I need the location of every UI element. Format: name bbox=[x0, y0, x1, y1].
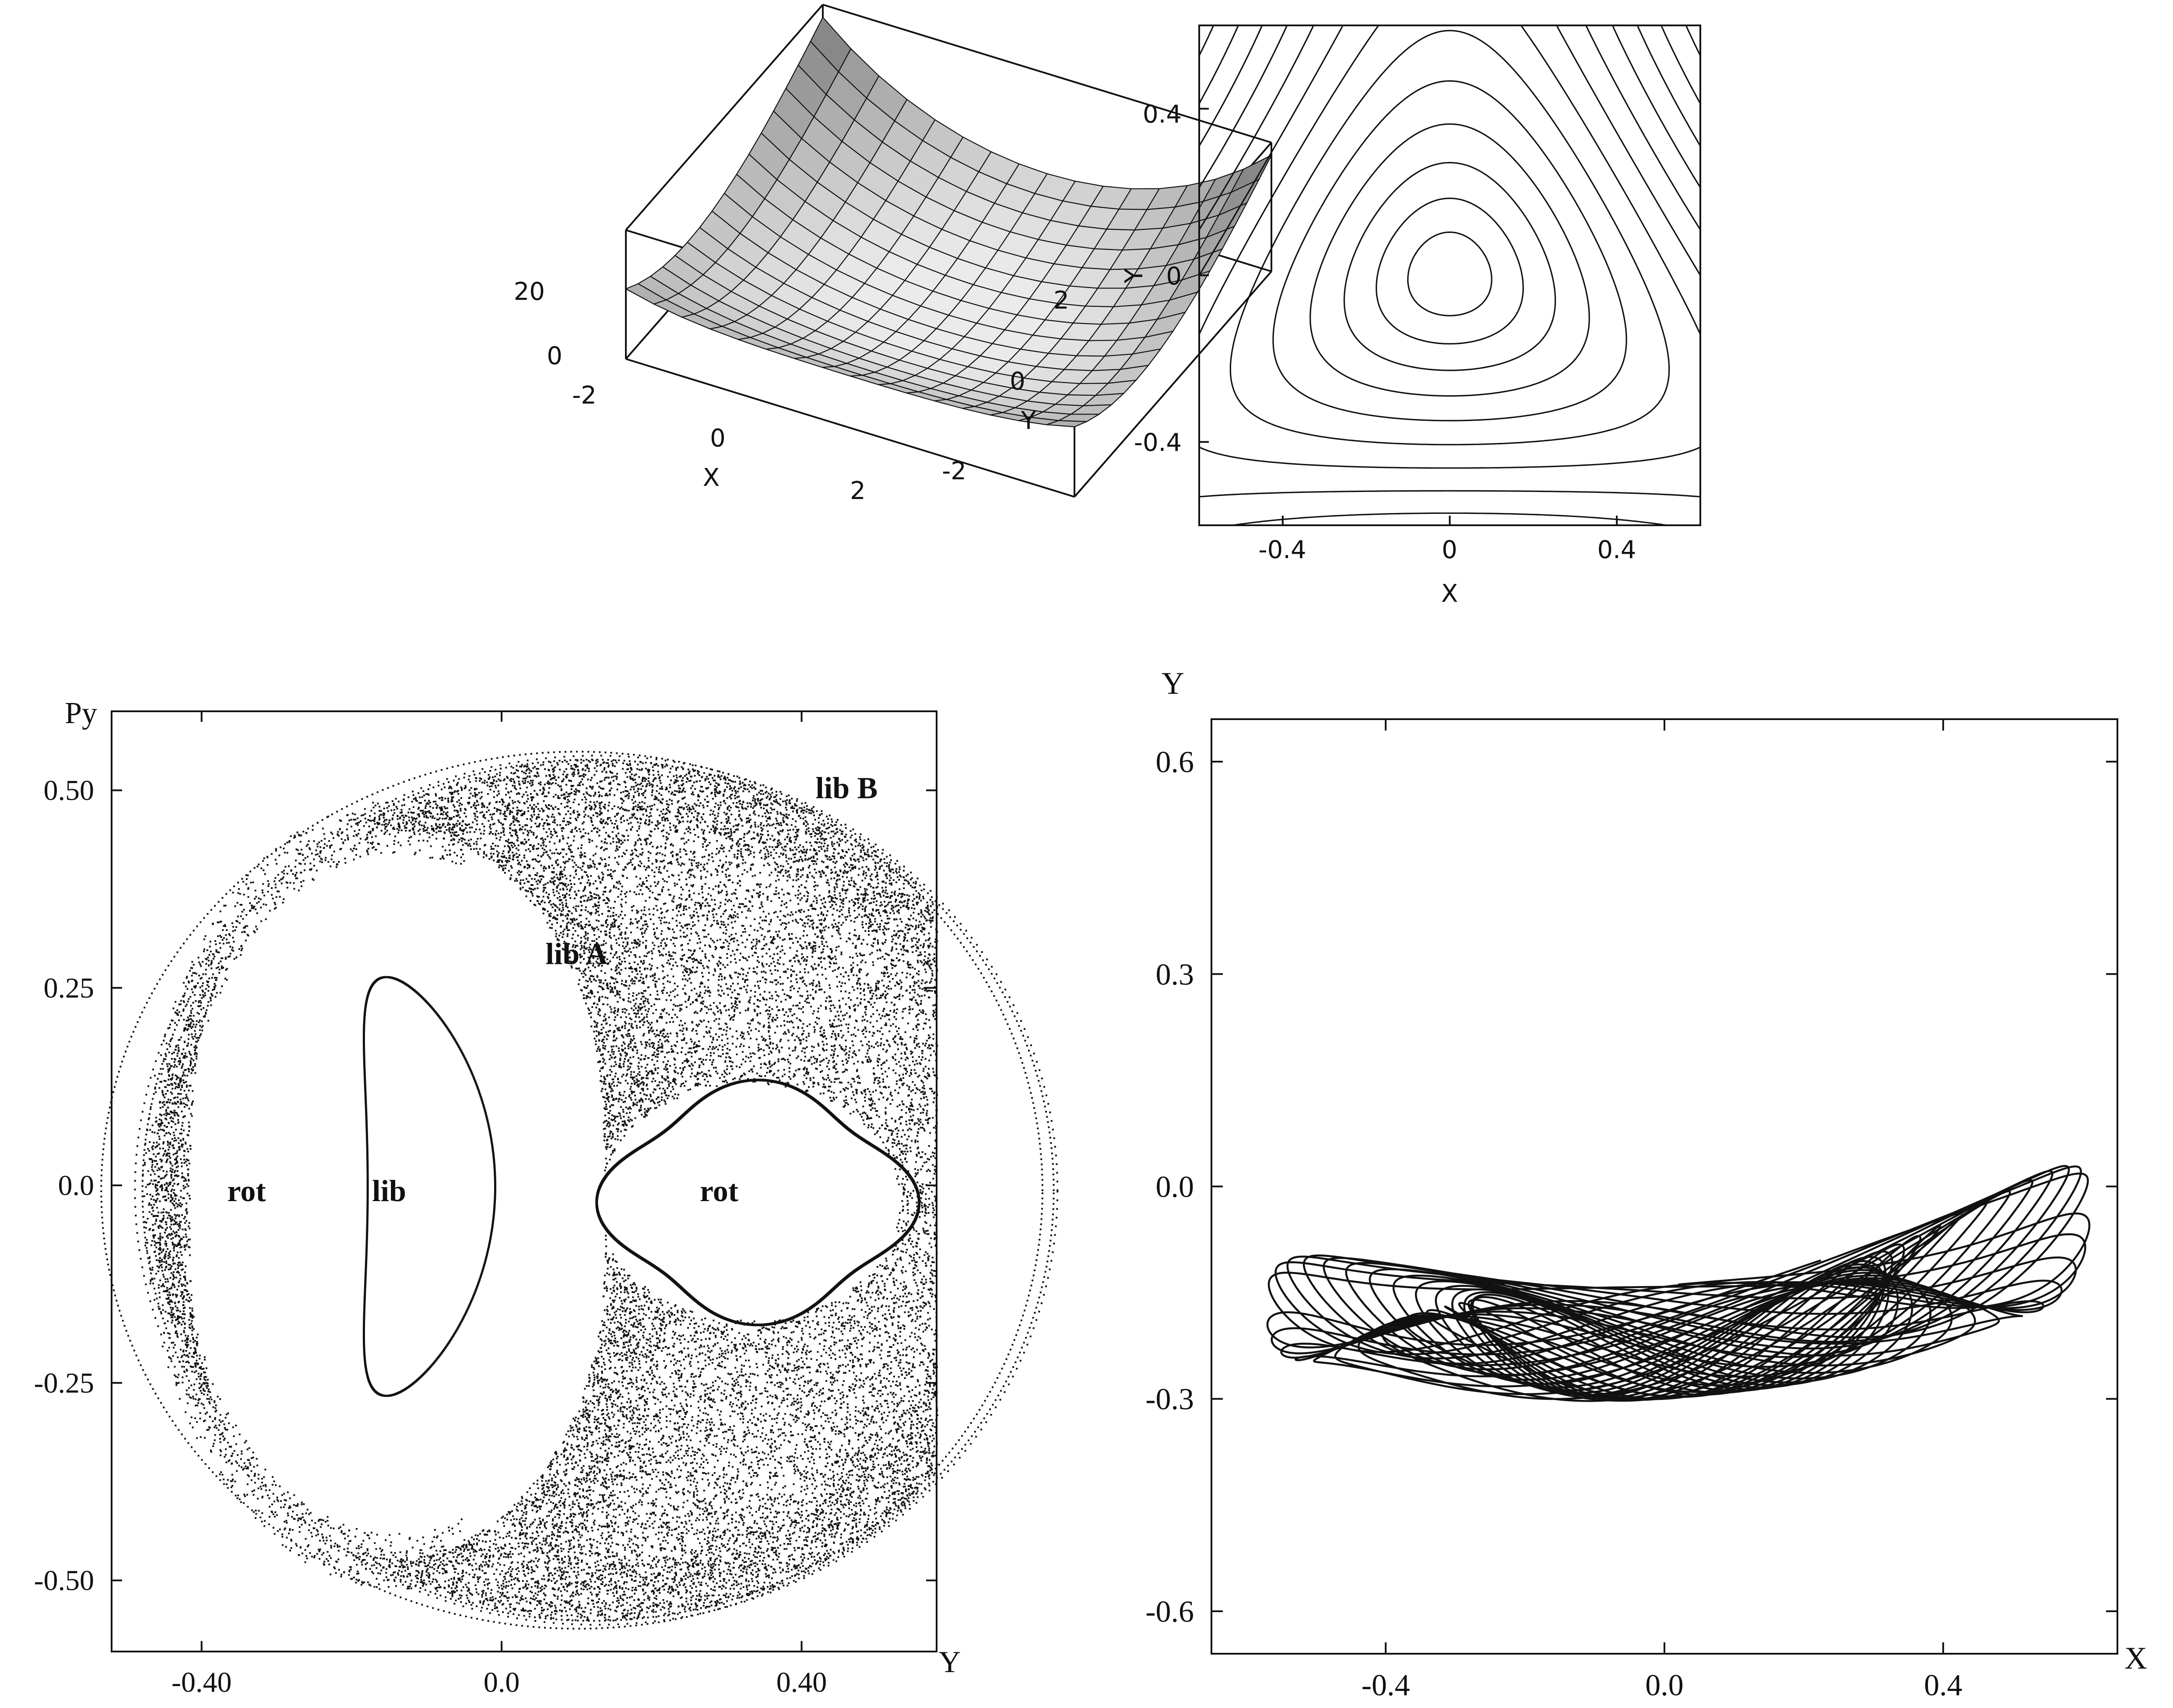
contour-x-tick-0: 0 bbox=[1442, 536, 1457, 564]
orbit-y-tick-label: 0.3 bbox=[1156, 958, 1194, 991]
contour-level bbox=[1199, 25, 1700, 525]
contour-x-label: X bbox=[1441, 580, 1458, 608]
surface-y-tick-2: 2 bbox=[1053, 286, 1069, 315]
surface-x-tick-0: 0 bbox=[710, 424, 726, 453]
poincare-y-axis-label: Py bbox=[65, 696, 97, 730]
surface-mesh bbox=[625, 16, 1273, 428]
surface-y-label: Y bbox=[1021, 407, 1036, 435]
surface-y-tick-neg2: -2 bbox=[942, 457, 966, 485]
poincare-x-axis-label: Y bbox=[939, 1645, 961, 1679]
surface-box-edge bbox=[1074, 271, 1272, 498]
surface-box-edge bbox=[822, 4, 1272, 144]
orbit-x-tick-label: 0.4 bbox=[1924, 1669, 1962, 1702]
contour-level bbox=[1309, 123, 1590, 397]
contour-level bbox=[1199, 25, 1700, 56]
orbit-trajectory bbox=[1266, 1165, 2091, 1402]
orbit-y-tick-label: 0.6 bbox=[1156, 745, 1194, 779]
poincare-y-tick-label: -0.25 bbox=[34, 1367, 94, 1399]
contour-ticks bbox=[1199, 108, 1618, 525]
surface-x-axis: -2 0 2 X bbox=[572, 381, 866, 505]
poincare-annotation: rot bbox=[700, 1174, 738, 1208]
poincare-annotations: lib B lib A rot lib rot bbox=[227, 772, 878, 1209]
orbit-frame bbox=[1211, 718, 2118, 1655]
orbit-x-axis-label: X bbox=[2124, 1641, 2147, 1676]
orbit-y-tick-label: 0.0 bbox=[1156, 1170, 1194, 1204]
poincare-section: -0.40 0.0 0.40 -0.50 -0.25 0.0 0.25 0.50 Py Y l… bbox=[34, 696, 1059, 1698]
surface-patch bbox=[810, 16, 852, 73]
poincare-y-tick-label: 0.0 bbox=[58, 1170, 95, 1202]
contour-level bbox=[1407, 231, 1492, 316]
poincare-x-tick-label: 0.40 bbox=[776, 1666, 827, 1698]
orbit-y-axis-label: Y bbox=[1162, 666, 1184, 701]
poincare-x-tick-label: -0.40 bbox=[172, 1666, 232, 1698]
poincare-tick-labels: -0.40 0.0 0.40 -0.50 -0.25 0.0 0.25 0.50 bbox=[34, 775, 827, 1698]
contour-level bbox=[1199, 25, 1700, 469]
contour-y-tick-neg: -0.4 bbox=[1134, 429, 1182, 457]
surface-y-axis: 2 0 -2 Y bbox=[942, 286, 1069, 485]
poincare-invariant-curve bbox=[141, 759, 1043, 1622]
surface-y-tick-0: 0 bbox=[1010, 367, 1025, 396]
poincare-y-tick-label: -0.50 bbox=[34, 1565, 94, 1597]
surface-x-label: X bbox=[703, 464, 720, 492]
orbit-ticks bbox=[1211, 719, 2117, 1654]
surface-z-tick-20: 20 bbox=[514, 278, 545, 306]
poincare-chaotic-points bbox=[142, 759, 938, 1622]
contour-y-label: Y bbox=[1120, 268, 1148, 284]
contour-y-tick-0: 0 bbox=[1166, 262, 1182, 291]
contour-level bbox=[1272, 80, 1627, 422]
orbit-x-tick-label: 0.0 bbox=[1645, 1669, 1684, 1702]
poincare-ticks bbox=[112, 711, 937, 1652]
poincare-points bbox=[100, 751, 1059, 1630]
orbit-plot: -0.4 0.0 0.4 -0.6 -0.3 0.0 0.3 0.6 Y X bbox=[1145, 666, 2147, 1702]
contour-level bbox=[1229, 30, 1670, 446]
contour-lines bbox=[1199, 25, 1700, 525]
surface-box-edge bbox=[625, 358, 1075, 498]
contour-level bbox=[1343, 162, 1556, 371]
contour-level bbox=[1199, 25, 1700, 104]
contour-level bbox=[1199, 25, 1700, 188]
contour-x-tick-neg: -0.4 bbox=[1258, 536, 1306, 564]
poincare-annotation: lib bbox=[372, 1174, 406, 1208]
poincare-annotation: lib B bbox=[815, 772, 878, 805]
orbit-x-tick-label: -0.4 bbox=[1362, 1669, 1410, 1702]
orbit-y-tick-label: -0.6 bbox=[1145, 1595, 1194, 1629]
surface-z-axis: 20 0 bbox=[514, 278, 562, 370]
contour-level bbox=[1199, 25, 1700, 147]
poincare-y-tick-label: 0.25 bbox=[44, 972, 95, 1004]
surface-plot: 20 0 -2 0 2 X 2 0 -2 Y bbox=[514, 4, 1273, 505]
contour-y-tick-pos: 0.4 bbox=[1143, 100, 1182, 129]
contour-level bbox=[1199, 25, 1700, 498]
contour-level bbox=[1376, 197, 1524, 344]
contour-plot: -0.4 0 0.4 X 0.4 0 -0.4 Y bbox=[1120, 25, 1701, 608]
poincare-annotation: rot bbox=[227, 1174, 266, 1208]
contour-line-group bbox=[1199, 25, 1700, 525]
surface-z-tick-0: 0 bbox=[547, 342, 562, 370]
poincare-frame bbox=[111, 710, 937, 1652]
poincare-annotation: lib A bbox=[545, 938, 607, 971]
poincare-y-tick-label: 0.50 bbox=[44, 775, 95, 807]
surface-x-tick-neg2: -2 bbox=[572, 381, 597, 410]
surface-box-edge bbox=[625, 4, 824, 231]
contour-x-tick-pos: 0.4 bbox=[1597, 536, 1636, 564]
orbit-tick-labels: -0.4 0.0 0.4 -0.6 -0.3 0.0 0.3 0.6 bbox=[1145, 745, 1962, 1702]
orbit-y-tick-label: -0.3 bbox=[1145, 1383, 1194, 1416]
surface-x-tick-2: 2 bbox=[850, 477, 866, 505]
poincare-x-tick-label: 0.0 bbox=[484, 1666, 520, 1698]
